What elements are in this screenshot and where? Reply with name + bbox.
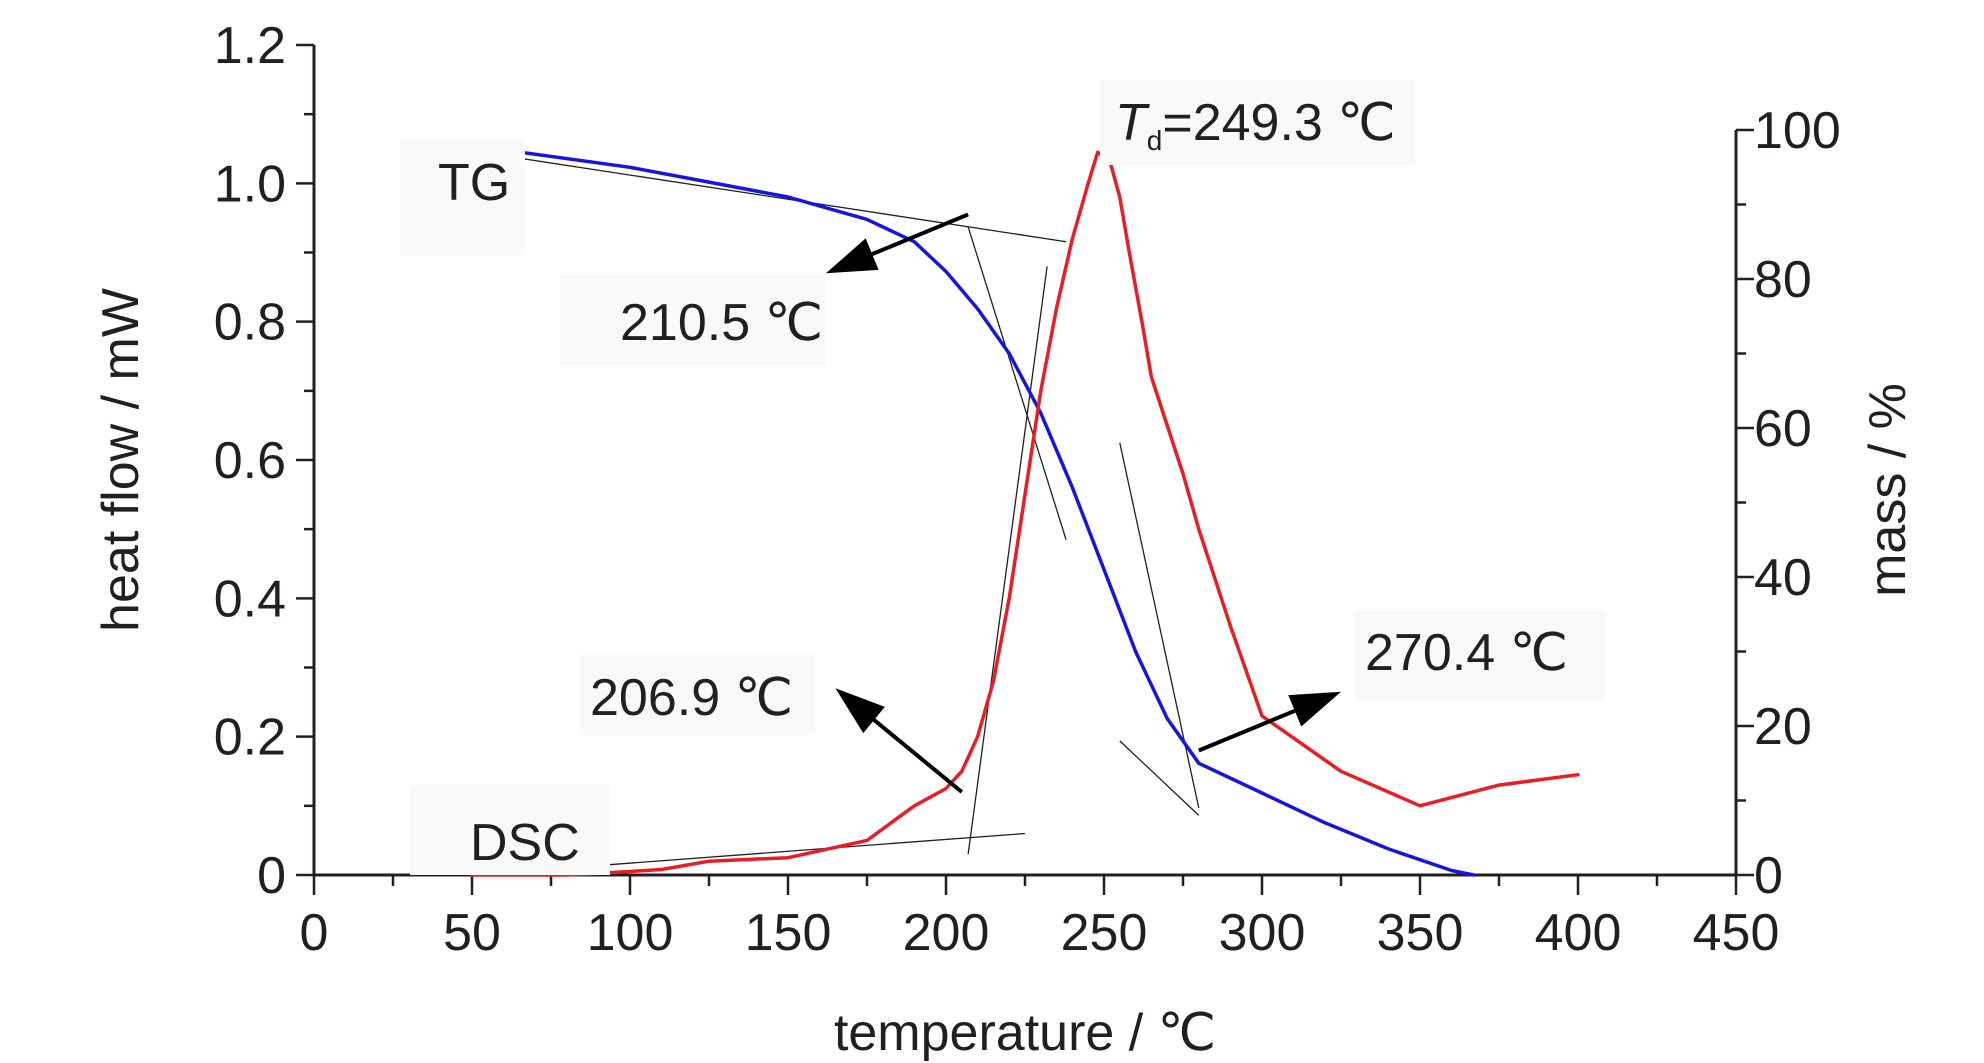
x-tick-label: 450 [1693, 904, 1780, 962]
td-label-bg [1100, 80, 1415, 165]
x-tick-label: 400 [1535, 904, 1622, 962]
tangent-line [481, 151, 1067, 243]
series-lines [470, 146, 1580, 877]
onset-tg-label: 210.5 ℃ [620, 294, 823, 352]
y-left-tick-label: 0.6 [214, 432, 286, 490]
dsc-curve [470, 150, 1580, 877]
tangent-line [1119, 740, 1200, 816]
x-axis-title: temperature / ℃ [834, 1004, 1216, 1062]
y-right-tick-label: 40 [1754, 549, 1812, 607]
tg-curve [492, 146, 1476, 877]
y-left-tick-label: 0.2 [214, 709, 286, 767]
right-y-axis-title: mass / % [1859, 383, 1917, 597]
td-symbol: T [1115, 94, 1150, 152]
td-label: Td=249.3 ℃ [1115, 94, 1396, 156]
arrow-head [835, 688, 885, 734]
annotation-labels: TG DSC 210.5 ℃ 206.9 ℃ 270.4 ℃ Td=249.3 … [400, 80, 1605, 875]
dsc-label-bg [410, 785, 610, 875]
tick-labels: 0 50 100 150 200 250 300 350 400 45000.20.40.60.8… [214, 17, 1841, 962]
end-label: 270.4 ℃ [1365, 624, 1568, 682]
x-tick-label: 250 [1061, 904, 1148, 962]
y-left-tick-label: 0.4 [214, 570, 286, 628]
y-right-tick-label: 0 [1754, 847, 1783, 905]
y-right-tick-label: 60 [1754, 400, 1812, 458]
arrow-shaft [871, 212, 969, 256]
x-tick-label: 100 [587, 904, 674, 962]
onset-tg-label-bg [560, 275, 825, 365]
onset-dsc-label-bg [580, 655, 815, 735]
end-label-bg [1355, 610, 1605, 700]
x-tick-label: 50 [443, 904, 501, 962]
axes-frame [312, 45, 1738, 877]
y-left-tick-label: 1.2 [214, 17, 286, 75]
y-left-tick-label: 0 [257, 847, 286, 905]
x-tick-label: 200 [903, 904, 990, 962]
x-tick-label: 150 [745, 904, 832, 962]
td-value: =249.3 ℃ [1162, 94, 1395, 152]
arrow-shaft [1198, 708, 1296, 753]
y-left-tick-label: 0.8 [214, 294, 286, 352]
onset-dsc-label: 206.9 ℃ [590, 669, 793, 727]
tg-label-bg [400, 140, 525, 255]
y-right-tick-label: 100 [1754, 102, 1841, 160]
y-right-tick-label: 20 [1754, 698, 1812, 756]
dsc-label: DSC [470, 814, 580, 872]
arrow-shaft [872, 718, 964, 794]
annotation-arrows [825, 212, 1341, 794]
y-right-tick-label: 80 [1754, 251, 1812, 309]
x-tick-label: 0 [300, 904, 329, 962]
tangent-line [1119, 442, 1200, 809]
y-left-tick-label: 1.0 [214, 155, 286, 213]
td-subscript: d [1147, 125, 1163, 156]
x-tick-label: 350 [1377, 904, 1464, 962]
arrow-head [825, 238, 879, 274]
arrow-head [1288, 691, 1341, 727]
tangent-lines [471, 151, 1200, 876]
tg-label: TG [438, 154, 510, 212]
tangent-line [967, 266, 1048, 855]
left-y-axis-title: heat flow / mW [92, 288, 150, 632]
tangent-line [967, 226, 1067, 540]
x-tick-label: 300 [1219, 904, 1306, 962]
tick-marks [296, 43, 1754, 895]
